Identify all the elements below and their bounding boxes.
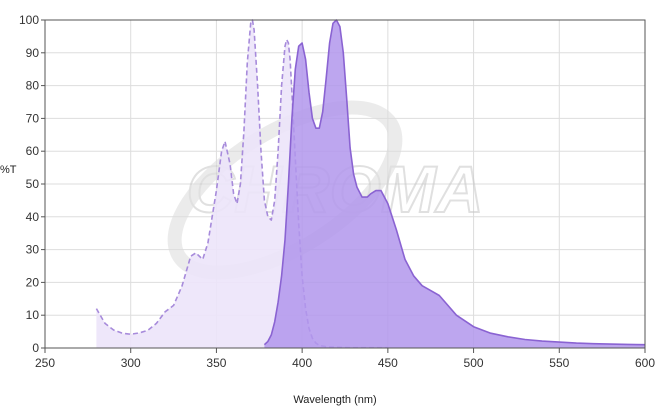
x-tick-label: 450 <box>378 356 398 370</box>
y-tick-label: 40 <box>26 210 40 224</box>
x-tick-label: 300 <box>121 356 141 370</box>
y-tick-label: 60 <box>26 144 40 158</box>
series-2-area <box>264 20 645 348</box>
y-tick-label: 50 <box>26 177 40 191</box>
y-tick-label: 90 <box>26 46 40 60</box>
x-tick-label: 400 <box>292 356 312 370</box>
x-tick-label: 600 <box>635 356 655 370</box>
y-tick-label: 100 <box>19 13 39 27</box>
series-1-area <box>96 20 388 348</box>
y-axis-title: %T <box>0 164 17 176</box>
series-2-line <box>263 19 646 346</box>
y-tick-label: 0 <box>32 341 39 355</box>
series-layer <box>95 19 646 349</box>
x-tick-label: 350 <box>206 356 226 370</box>
y-axis-ticks: 0 10 20 30 40 50 60 70 80 90 100 <box>19 13 45 355</box>
x-tick-label: 500 <box>464 356 484 370</box>
y-tick-label: 10 <box>26 308 40 322</box>
x-tick-label: 550 <box>549 356 569 370</box>
x-axis-title: Wavelength (nm) <box>293 394 376 406</box>
y-tick-label: 70 <box>26 111 40 125</box>
y-tick-label: 80 <box>26 79 40 93</box>
y-tick-label: 20 <box>26 275 40 289</box>
y-tick-label: 30 <box>26 243 40 257</box>
x-axis-ticks: 250 300 350 400 450 500 550 600 <box>35 348 655 370</box>
x-tick-label: 250 <box>35 356 55 370</box>
